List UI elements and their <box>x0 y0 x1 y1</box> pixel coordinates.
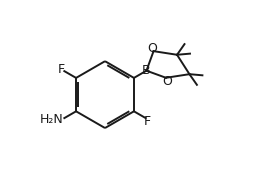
Text: B: B <box>142 64 151 77</box>
Text: O: O <box>147 42 157 55</box>
Text: F: F <box>144 115 151 128</box>
Text: F: F <box>57 63 65 76</box>
Text: O: O <box>162 75 172 88</box>
Text: H₂N: H₂N <box>40 113 63 126</box>
